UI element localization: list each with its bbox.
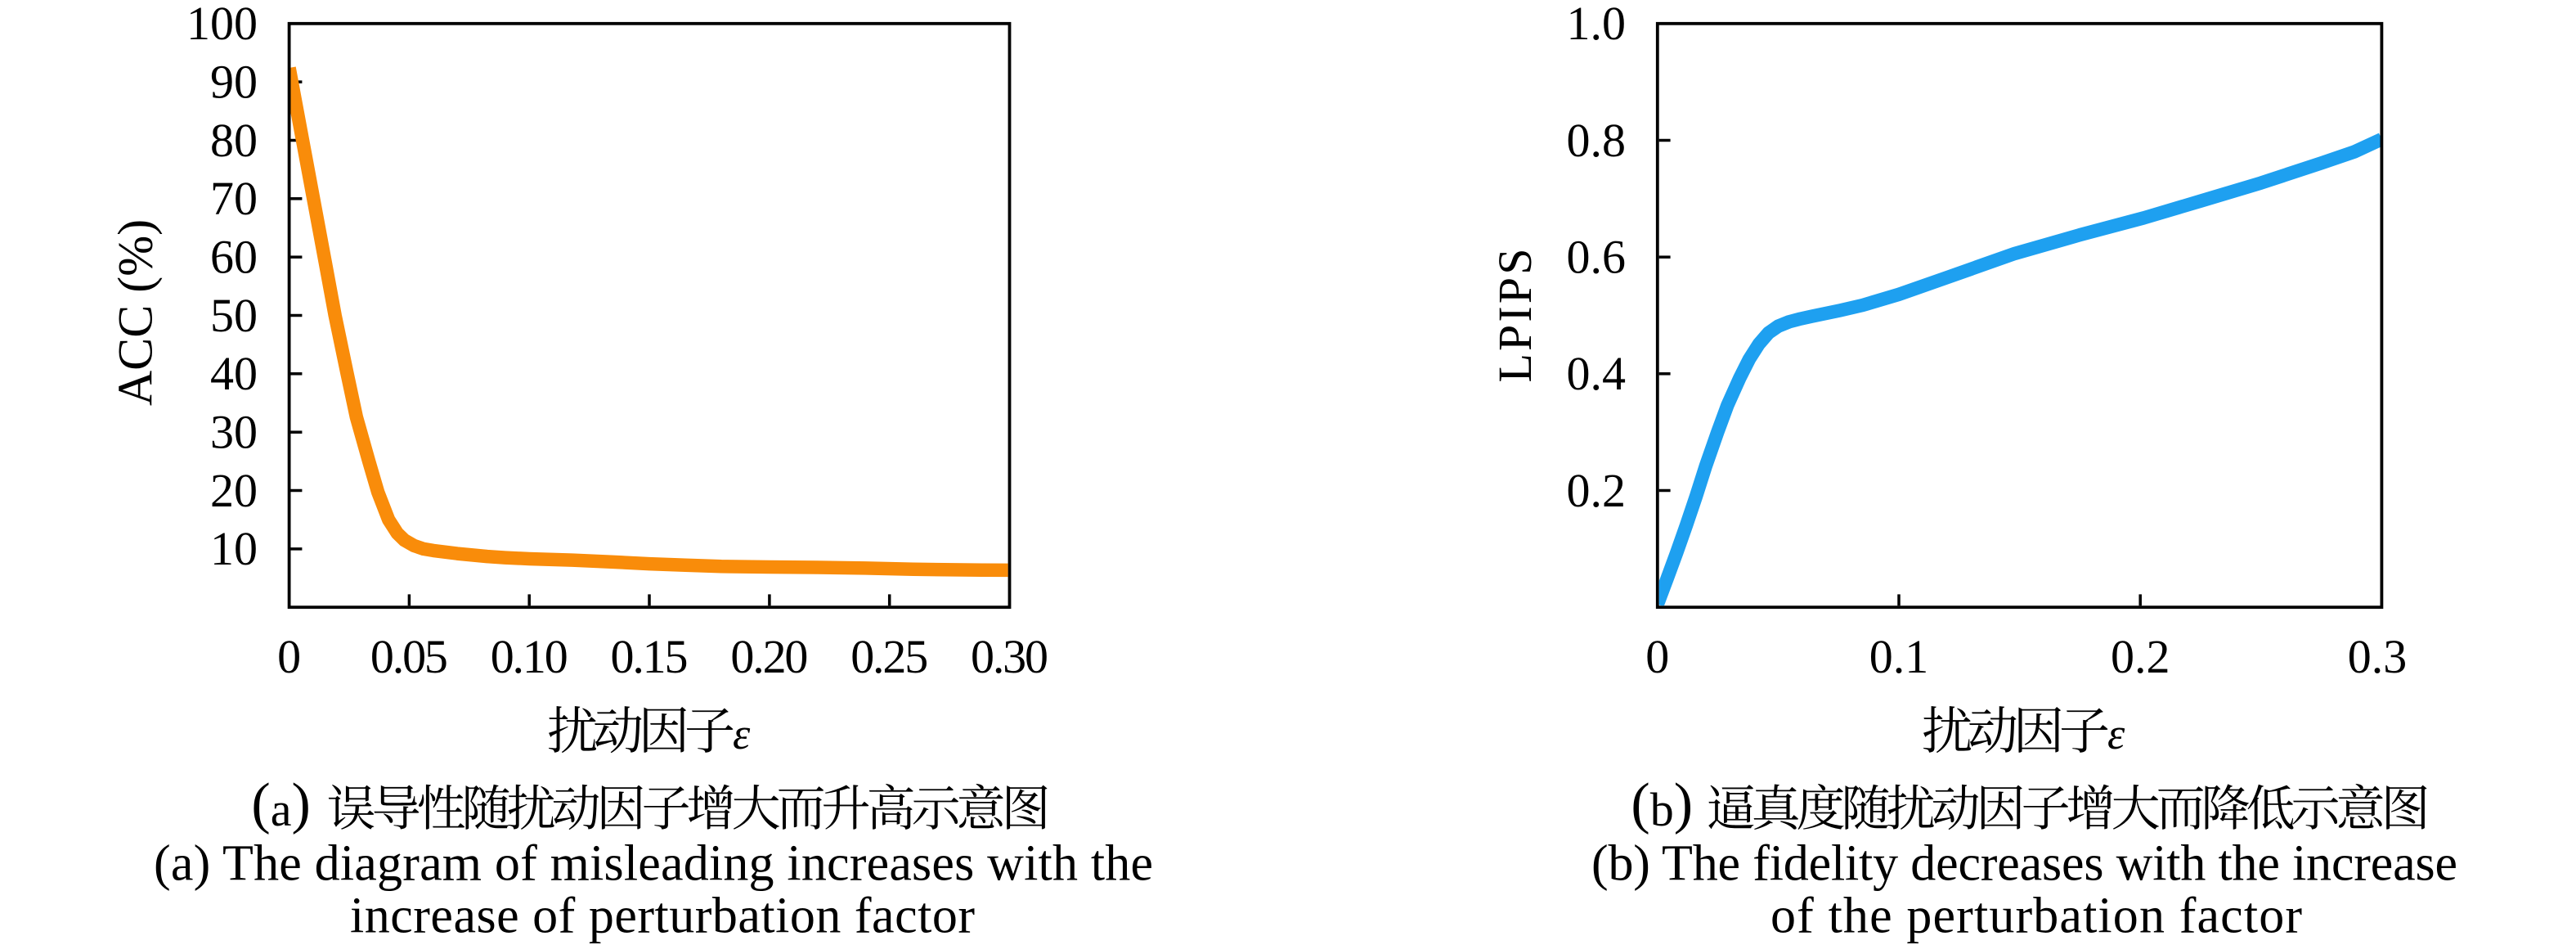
svg-text:70: 70 [210,172,258,225]
svg-text:0.30: 0.30 [971,630,1048,683]
svg-text:(b) The fidelity decreases wit: (b) The fidelity decreases with the incr… [1591,836,2457,892]
svg-text:0.6: 0.6 [1567,231,1627,284]
svg-text:0.25: 0.25 [850,630,928,683]
svg-text:0.10: 0.10 [491,630,568,683]
svg-text:ACC (%): ACC (%) [109,219,163,406]
svg-text:LPIPS: LPIPS [1488,249,1542,383]
svg-text:100: 100 [186,0,258,50]
svg-text:0.8: 0.8 [1567,114,1627,167]
svg-text:90: 90 [210,55,258,108]
svg-text:of the perturbation factor: of the perturbation factor [1770,889,2302,944]
svg-text:20: 20 [210,464,258,517]
svg-text:0: 0 [277,630,301,683]
svg-text:0.15: 0.15 [611,630,689,683]
svg-text:60: 60 [210,231,258,284]
svg-text:0: 0 [1645,630,1669,683]
svg-text:1.0: 1.0 [1567,0,1627,50]
svg-text:30: 30 [210,406,258,459]
svg-text:50: 50 [210,289,258,342]
svg-text:0.4: 0.4 [1567,347,1627,400]
svg-text:0.05: 0.05 [370,630,448,683]
svg-text:0.2: 0.2 [2111,630,2170,683]
svg-text:increase of perturbation facto: increase of perturbation factor [350,889,975,944]
svg-text:(a) The diagram of misleading: (a) The diagram of misleading increases … [154,836,1153,892]
svg-text:(b): (b) [1631,772,1693,836]
svg-text:ε: ε [733,709,751,758]
svg-text:40: 40 [210,347,258,400]
svg-text:ε: ε [2107,709,2125,758]
svg-text:10: 10 [210,522,258,575]
svg-text:0.1: 0.1 [1869,630,1929,683]
svg-text:80: 80 [210,114,258,167]
svg-text:(a): (a) [251,772,310,836]
svg-text:0.2: 0.2 [1567,464,1627,517]
svg-text:0.3: 0.3 [2348,630,2408,683]
svg-text:0.20: 0.20 [730,630,808,683]
